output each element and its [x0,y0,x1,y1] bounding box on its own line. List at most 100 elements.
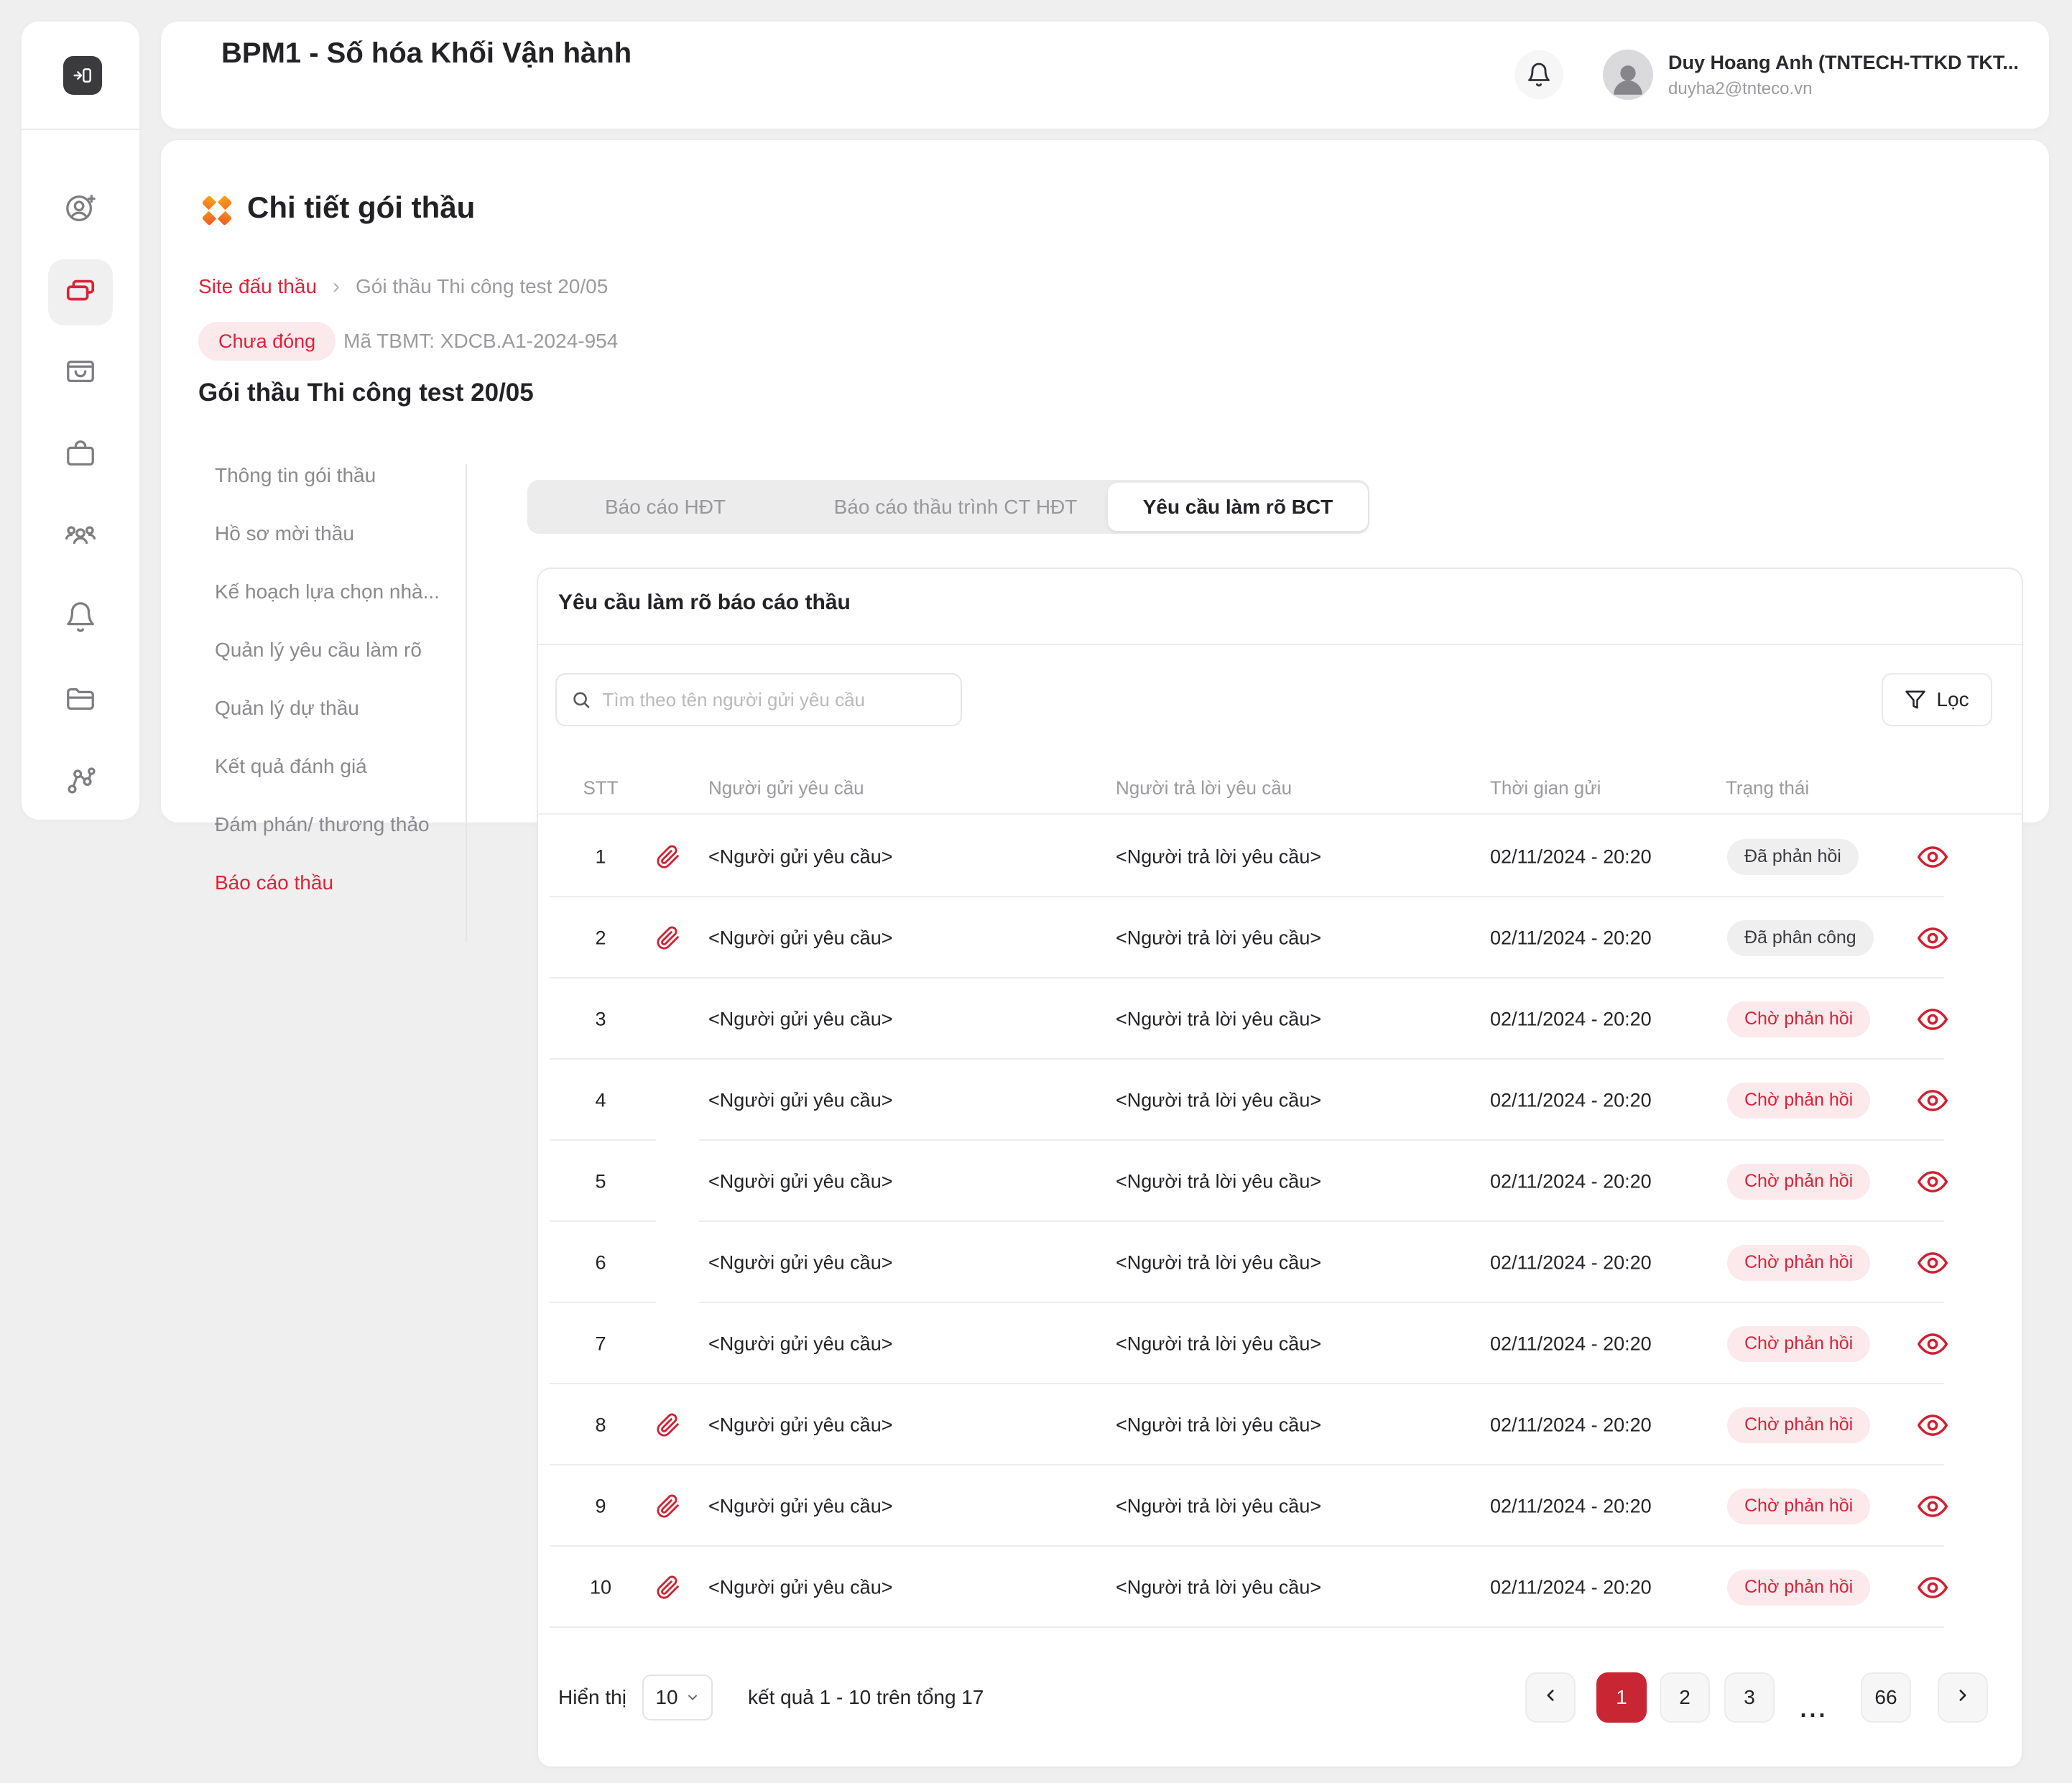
row-index: 8 [595,1414,606,1435]
nav-item-1[interactable]: Thông tin gói thầu [215,463,376,486]
request-responder: <Người trả lời yêu cầu> [1116,1414,1322,1435]
row-index: 4 [595,1089,606,1111]
view-button[interactable] [1917,1573,1948,1603]
notifications-button[interactable] [1514,50,1563,99]
table-row: 3 <Người gửi yêu cầu> <Người trả lời yêu c… [538,978,2022,1060]
request-sender: <Người gửi yêu cầu> [708,1414,893,1435]
status-badge: Chờ phản hồi [1727,1244,1871,1281]
nav-item-4[interactable]: Quản lý yêu cầu làm rõ [215,638,422,661]
request-responder: <Người trả lời yêu cầu> [1116,846,1322,867]
breadcrumb-site[interactable]: Site đấu thầu [198,275,318,297]
row-divider-gap [656,1139,699,1141]
attachment-icon [656,1575,680,1600]
attachment-icon [656,926,680,950]
view-button[interactable] [1917,1004,1948,1034]
view-button[interactable] [1917,1248,1948,1278]
request-sender: <Người gửi yêu cầu> [708,1170,893,1192]
row-divider [550,1383,1944,1384]
sidebar-item-bell[interactable] [48,585,113,652]
table-row: 1 <Người gửi yêu cầu> <Người trả lời yêu c… [538,816,2022,897]
sent-time: 02/11/2024 - 20:20 [1490,1495,1652,1516]
view-button[interactable] [1917,1085,1948,1116]
row-divider-gap [656,1221,699,1222]
page-button-2[interactable]: 2 [1660,1672,1710,1723]
nav-item-5[interactable]: Quản lý dự thầu [215,696,359,719]
chevron-down-icon [688,1695,697,1700]
page-button-66[interactable]: 66 [1861,1672,1911,1723]
attachment-icon [656,1413,680,1437]
filter-icon [1905,690,1926,709]
breadcrumb-separator-icon: › [333,274,341,298]
package-title: Gói thầu Thi công test 20/05 [198,379,534,407]
prev-page-button[interactable] [1525,1672,1576,1723]
nav-item-3[interactable]: Kế hoạch lựa chọn nhà... [215,580,440,603]
nav-item-2[interactable]: Hồ sơ mời thầu [215,522,354,545]
row-divider [550,1221,1944,1222]
request-responder: <Người trả lời yêu cầu> [1116,1576,1322,1598]
panel-title: Yêu cầu làm rõ báo cáo thầu [558,591,851,614]
sent-time: 02/11/2024 - 20:20 [1490,1089,1652,1111]
status-badge: Chờ phản hồi [1727,1488,1871,1524]
report-tabs: Báo cáo HĐT Báo cáo thầu trình CT HĐT Yêu … [527,480,1369,534]
sidebar-item-folder[interactable] [48,667,113,733]
sent-time: 02/11/2024 - 20:20 [1490,927,1652,948]
sidebar-item-workflow[interactable] [48,749,113,815]
request-sender: <Người gửi yêu cầu> [708,1495,893,1516]
status-badge: Chờ phản hồi [1727,1082,1871,1119]
row-divider [550,1058,1944,1060]
table-row: 9 <Người gửi yêu cầu> <Người trả lời yêu c… [538,1465,2022,1547]
pagination: Hiển thị 10 kết quả 1 - 10 trên tổng 17 … [538,1672,2022,1723]
page-size-select[interactable]: 10 [642,1675,713,1721]
filter-button[interactable]: Lọc [1882,673,1992,726]
view-button[interactable] [1917,1329,1948,1359]
row-index: 7 [595,1333,606,1354]
sidebar-item-briefcase[interactable] [48,422,113,488]
sent-time: 02/11/2024 - 20:20 [1490,1333,1652,1354]
row-divider-gap [656,1302,699,1303]
tab-2[interactable]: Báo cáo thầu trình CT HĐT [833,495,1078,518]
view-button[interactable] [1917,1491,1948,1522]
view-button[interactable] [1917,1410,1948,1440]
attachment-icon [656,845,680,869]
sidebar-item-team[interactable] [48,504,113,570]
nav-item-7[interactable]: Đám phán/ thương thảo [215,812,430,835]
next-page-button[interactable] [1938,1672,1988,1723]
app-title: BPM1 - Số hóa Khối Vận hành [221,37,632,69]
status-badge: Chờ phản hồi [1727,1569,1871,1606]
view-button[interactable] [1917,1167,1948,1197]
row-divider [550,977,1944,978]
sidebar-collapse-button[interactable] [63,56,102,95]
status-badge: Chờ phản hồi [1727,1163,1871,1200]
sidebar [22,22,139,820]
avatar[interactable] [1603,50,1653,100]
request-sender: <Người gửi yêu cầu> [708,1333,893,1354]
sidebar-item-user-settings[interactable] [48,177,113,244]
sidebar-item-inbox[interactable] [48,340,113,406]
view-button[interactable] [1917,923,1948,953]
nav-item-8[interactable]: Báo cáo thầu [215,871,334,894]
column-header-5: Trạng thái [1726,777,1810,799]
sent-time: 02/11/2024 - 20:20 [1490,846,1652,867]
request-responder: <Người trả lời yêu cầu> [1116,1170,1322,1192]
status-badge: Chưa đóng [198,322,336,361]
status-badge: Đã phân công [1727,920,1874,956]
page-title: Chi tiết gói thầu [247,190,476,224]
table-row: 2 <Người gửi yêu cầu> <Người trả lời yêu c… [538,897,2022,978]
filter-label: Lọc [1936,688,1969,710]
sidebar-item-cards[interactable] [48,259,113,325]
status-badge: Chờ phản hồi [1727,1001,1871,1037]
workflow-icon [64,764,97,801]
row-index: 6 [595,1251,606,1273]
search-input[interactable] [602,688,946,711]
page-button-1[interactable]: 1 [1596,1672,1647,1723]
column-header-4: Thời gian gửi [1490,777,1601,799]
page-button-3[interactable]: 3 [1724,1672,1775,1723]
view-button[interactable] [1917,842,1948,872]
nav-item-6[interactable]: Kết quả đánh giá [215,754,367,777]
row-index: 10 [589,1576,612,1598]
cards-icon [64,274,97,311]
tab-3[interactable]: Yêu cầu làm rõ BCT [1108,483,1368,531]
tab-1[interactable]: Báo cáo HĐT [604,495,726,518]
user-name[interactable]: Duy Hoang Anh (TNTECH-TTKD TKT... [1668,52,2019,73]
row-divider [550,1626,1944,1628]
